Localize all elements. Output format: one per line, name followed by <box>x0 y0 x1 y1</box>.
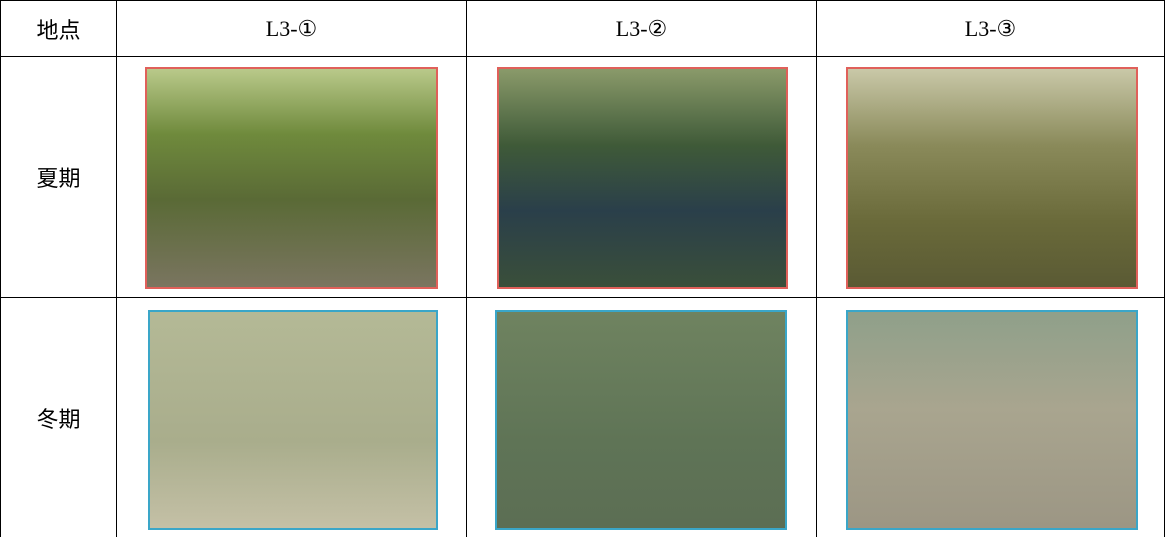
border <box>116 0 117 537</box>
photo <box>148 310 438 530</box>
photo <box>846 310 1138 530</box>
border <box>816 0 817 537</box>
header-cell: L3-① <box>117 1 466 56</box>
border <box>0 297 1165 298</box>
row-label: 冬期 <box>1 298 116 537</box>
header-cell: L3-③ <box>817 1 1164 56</box>
border <box>0 56 1165 57</box>
header-cell: L3-② <box>467 1 816 56</box>
photo <box>846 67 1138 289</box>
photo <box>495 310 787 530</box>
row-label: 夏期 <box>1 57 116 297</box>
border <box>466 0 467 537</box>
table-page: 地点 L3-① L3-② L3-③ 夏期 冬期 <box>0 0 1165 537</box>
photo <box>145 67 438 289</box>
header-cell: 地点 <box>1 1 116 56</box>
photo <box>497 67 788 289</box>
